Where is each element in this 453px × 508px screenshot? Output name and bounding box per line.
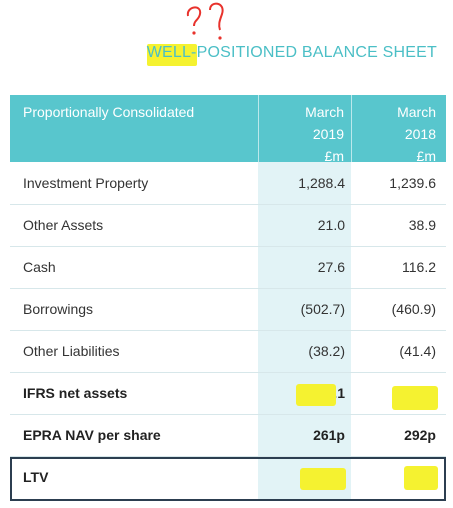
table-row: EPRA NAV per share 261p 292p xyxy=(10,414,446,457)
table-row: Other Assets 21.0 38.9 xyxy=(10,204,446,247)
table-row: Investment Property 1,288.4 1,239.6 xyxy=(10,162,446,205)
value-cell: 1,239.6 xyxy=(389,175,436,191)
value-cell: 38.9 xyxy=(408,217,436,233)
header-cell: Proportionally Consolidated xyxy=(23,104,195,120)
table-row: Cash 27.6 116.2 xyxy=(10,246,446,289)
label-cell: EPRA NAV per share xyxy=(23,427,161,443)
value-cell: 27.6 xyxy=(317,259,345,275)
header-line: March xyxy=(305,104,344,120)
table-row: IFRS net assets796.1892.4 xyxy=(10,372,446,415)
value-cell: 292p xyxy=(404,427,436,443)
title: WELL-POSITIONED BALANCE SHEET xyxy=(146,44,437,61)
question-doodle xyxy=(186,2,224,40)
value-cell: (460.9) xyxy=(391,301,436,317)
header-line: March xyxy=(397,104,436,120)
highlight xyxy=(296,384,336,406)
label-cell: Borrowings xyxy=(23,301,94,317)
highlight xyxy=(300,468,346,490)
label-cell: Cash xyxy=(23,259,56,275)
header-cell: March 2018 £m xyxy=(397,101,436,167)
table-row: Borrowings (502.7) (460.9) xyxy=(10,288,446,331)
separator xyxy=(258,95,259,162)
highlight xyxy=(147,44,197,66)
value-cell: (502.7) xyxy=(300,301,345,317)
header-line: £m xyxy=(416,148,436,164)
value-cell: 1,288.4 xyxy=(298,175,345,191)
label-cell: Investment Property xyxy=(23,175,149,191)
value-cell: 21.0 xyxy=(317,217,345,233)
table-header: Proportionally Consolidated March 2019 £… xyxy=(10,95,446,164)
value-cell: 116.2 xyxy=(402,259,436,275)
label-cell: LTV xyxy=(23,469,49,485)
highlight xyxy=(404,466,438,490)
label-cell: IFRS net assets xyxy=(23,385,128,401)
value-cell: (38.2) xyxy=(308,343,345,359)
header-cell: March 2019 £m xyxy=(305,101,344,167)
separator xyxy=(351,95,352,162)
header-line: £m xyxy=(324,148,344,164)
header-line: 2019 xyxy=(312,126,344,142)
highlight xyxy=(392,386,438,410)
ltv-outline xyxy=(10,457,446,501)
label-cell: Other Assets xyxy=(23,217,104,233)
header-line: 2018 xyxy=(404,126,436,142)
column-shade xyxy=(258,162,351,500)
label-cell: Other Liabilities xyxy=(23,343,120,359)
value-cell: (41.4) xyxy=(399,343,436,359)
table-row: Other Liabilities (38.2) (41.4) xyxy=(10,330,446,373)
value-cell: 261p xyxy=(313,427,345,443)
